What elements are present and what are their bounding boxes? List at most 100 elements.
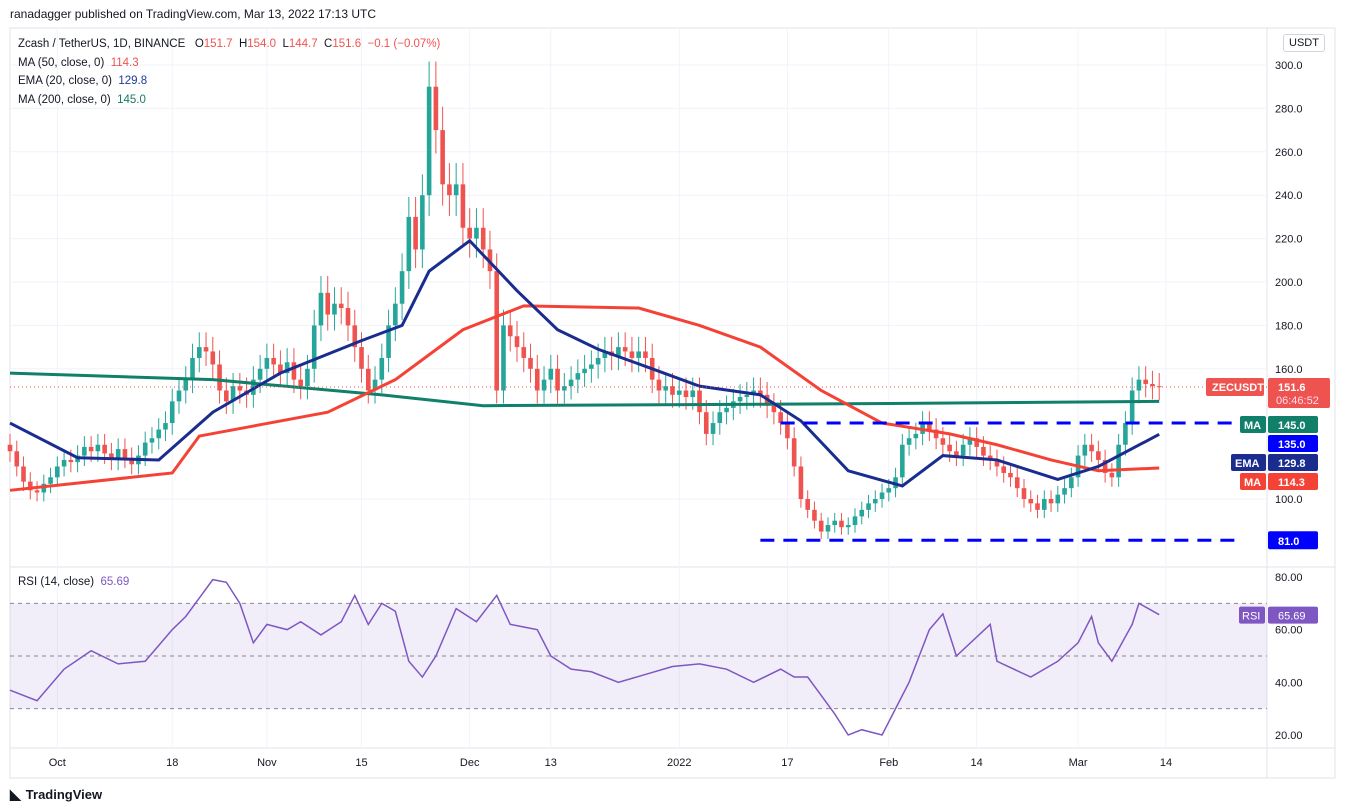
candle xyxy=(27,481,33,491)
candle xyxy=(555,368,560,391)
countdown-label: 06:46:52 xyxy=(1276,395,1319,407)
candle xyxy=(210,351,216,365)
legend-ema20[interactable]: EMA (20, close, 0) 129.8 xyxy=(18,75,148,87)
candle xyxy=(758,390,763,395)
candle xyxy=(710,423,716,434)
ma200-line xyxy=(9,371,1160,408)
rsi-tick-label: 40.00 xyxy=(1275,677,1303,689)
candle xyxy=(825,525,831,532)
candle xyxy=(467,227,472,239)
candle xyxy=(494,271,500,391)
time-tick-label: 13 xyxy=(545,757,557,769)
candle xyxy=(886,488,892,493)
rsi-tick-label: 20.00 xyxy=(1275,730,1303,742)
candle xyxy=(940,438,946,445)
price-tick-label: 160.0 xyxy=(1275,364,1303,376)
open-value: 151.7 xyxy=(203,38,233,50)
candle xyxy=(318,292,324,326)
candle xyxy=(582,368,587,374)
candle xyxy=(264,357,270,369)
level-tag-label: 81.0 xyxy=(1278,536,1299,548)
candle xyxy=(474,227,479,239)
candle xyxy=(987,455,993,460)
candle xyxy=(480,227,486,250)
currency-button[interactable]: USDT xyxy=(1283,34,1325,52)
candle xyxy=(257,368,263,380)
candle xyxy=(406,216,412,272)
candle xyxy=(291,362,297,380)
candle xyxy=(589,364,594,369)
candle xyxy=(568,379,574,387)
candle xyxy=(230,386,236,402)
candle xyxy=(21,466,26,482)
candle xyxy=(142,442,148,456)
candle xyxy=(879,492,885,499)
high-value: 154.0 xyxy=(247,38,277,50)
candle xyxy=(109,453,114,460)
candle xyxy=(426,86,432,196)
candle xyxy=(1008,472,1013,478)
symbol-tag xyxy=(1206,378,1264,397)
candle xyxy=(122,449,128,458)
rsi-tag-label: RSI xyxy=(1242,611,1260,623)
last-price-label: 151.6 xyxy=(1278,382,1306,394)
candle xyxy=(1001,466,1007,473)
indicator-name-label: EMA xyxy=(1235,458,1260,470)
candle xyxy=(271,357,276,365)
tradingview-logo: ◣ TradingView xyxy=(10,786,103,802)
price-chart[interactable]: 300.0 280.0 260.0 240.0 220.0 200.0 180.0 160.0… xyxy=(0,0,1345,780)
candle xyxy=(1014,477,1020,489)
candle xyxy=(1102,459,1108,473)
candle xyxy=(203,347,209,352)
candle xyxy=(183,379,189,391)
candle xyxy=(237,386,243,391)
candle xyxy=(643,351,648,358)
candle xyxy=(616,347,621,356)
candle xyxy=(88,446,94,452)
candle xyxy=(1082,444,1088,456)
axis-value-label: 135.0 xyxy=(1278,439,1306,451)
candle xyxy=(163,423,168,430)
candle xyxy=(102,444,107,454)
axis-value-tag xyxy=(1268,454,1318,471)
candle xyxy=(305,368,310,387)
candle xyxy=(440,130,445,185)
candle xyxy=(785,423,790,439)
candle xyxy=(866,503,871,510)
rsi-tag xyxy=(1239,606,1265,624)
candle xyxy=(1143,379,1148,384)
candle xyxy=(129,457,134,465)
change-value: −0.1 (−0.07%) xyxy=(367,38,441,50)
candle xyxy=(981,446,986,456)
candle xyxy=(541,379,547,391)
candle xyxy=(697,390,702,413)
legend-ma200[interactable]: MA (200, close, 0) 145.0 xyxy=(18,93,146,106)
candle xyxy=(845,525,851,528)
candle xyxy=(95,444,101,452)
candle xyxy=(900,444,905,478)
candle xyxy=(906,438,912,445)
candle xyxy=(974,438,979,447)
candle xyxy=(534,368,540,391)
candle xyxy=(359,347,364,369)
candle xyxy=(453,184,459,196)
symbol-tag-label: ZECUSDT xyxy=(1212,382,1264,394)
candle xyxy=(190,357,195,380)
time-tick-label: Feb xyxy=(879,757,898,769)
symbol-title[interactable]: Zcash / TetherUS, 1D, BINANCE xyxy=(18,38,186,50)
candle xyxy=(372,379,378,391)
rsi-tick-label: 60.00 xyxy=(1275,625,1303,637)
rsi-legend[interactable]: RSI (14, close) 65.69 xyxy=(18,576,130,588)
candle xyxy=(1136,379,1142,391)
candle xyxy=(602,351,608,358)
candle xyxy=(913,433,919,439)
candle xyxy=(1048,499,1054,504)
candle xyxy=(217,364,222,391)
legend-ma50[interactable]: MA (50, close, 0) 114.3 xyxy=(18,56,139,69)
candle xyxy=(338,303,344,309)
indicator-name-tag xyxy=(1240,473,1266,490)
candle xyxy=(805,499,810,510)
candle xyxy=(791,438,797,467)
candle xyxy=(14,451,20,467)
time-tick-label: Dec xyxy=(460,757,480,769)
